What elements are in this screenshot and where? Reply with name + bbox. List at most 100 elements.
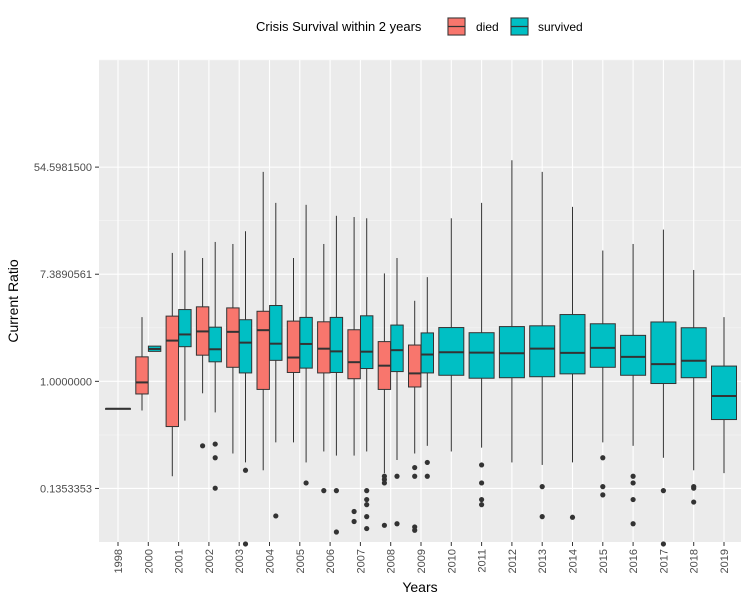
box-survived-2000 <box>147 345 162 352</box>
x-tick-label: 2002 <box>204 549 216 573</box>
outlier-point <box>479 502 485 508</box>
box-survived-2002 <box>208 241 222 491</box>
box-body <box>559 314 586 375</box>
box-survived-2006 <box>329 215 344 535</box>
box-survived-2007 <box>360 218 374 532</box>
x-tick-label: 2015 <box>598 549 610 573</box>
outlier-point <box>569 514 576 520</box>
box-body <box>226 307 240 368</box>
outlier-point <box>303 480 309 486</box>
box-body <box>650 321 677 385</box>
outlier-point <box>333 488 339 494</box>
x-tick-label: 2007 <box>355 549 367 573</box>
box-died-2007 <box>347 217 361 525</box>
box-body <box>135 356 149 395</box>
box-survived-2013 <box>529 171 556 520</box>
x-tick-label: 2006 <box>325 549 337 573</box>
box-survived-2014 <box>559 206 586 520</box>
box-died-1998 <box>105 407 131 410</box>
box-survived-2019 <box>711 317 737 474</box>
outlier-point <box>364 488 370 494</box>
outlier-point <box>364 514 370 520</box>
box-died-2002 <box>195 258 210 449</box>
outlier-point <box>394 473 400 479</box>
box-body <box>529 325 556 378</box>
outlier-point <box>539 514 545 520</box>
box-body <box>360 315 374 370</box>
box-survived-2001 <box>178 250 192 421</box>
box-body <box>408 344 422 388</box>
box-survived-2018 <box>680 269 707 505</box>
box-survived-2003 <box>238 231 253 547</box>
box-body <box>299 316 313 369</box>
outlier-point <box>381 522 387 528</box>
outlier-point <box>242 541 249 547</box>
outlier-point <box>321 488 327 494</box>
y-tick-label: 54.5981500 <box>34 162 92 174</box>
box-survived-2011 <box>468 202 495 508</box>
outlier-point <box>200 443 206 449</box>
outlier-point <box>394 521 400 527</box>
outlier-point <box>412 464 418 471</box>
outlier-point <box>479 496 485 503</box>
y-axis: 54.5981500 7.3890561 1.0000000 0.1353353 <box>34 162 99 495</box>
outlier-point <box>424 459 430 466</box>
plot-panel <box>99 60 741 542</box>
outlier-point <box>412 527 418 533</box>
x-axis-title: Years <box>402 579 437 595</box>
outlier-point <box>381 480 387 486</box>
box-died-2003 <box>226 243 240 454</box>
outlier-point <box>333 529 339 535</box>
y-tick-label: 7.3890561 <box>40 269 92 281</box>
outlier-point <box>630 521 636 527</box>
outlier-point <box>412 473 418 479</box>
outlier-point <box>351 508 357 515</box>
x-tick-label: 2016 <box>628 549 640 573</box>
box-body <box>420 332 435 374</box>
box-survived-2005 <box>299 204 313 486</box>
outlier-point <box>479 480 485 486</box>
box-survived-2012 <box>498 160 525 463</box>
x-tick-label: 2011 <box>477 549 489 573</box>
outlier-point <box>424 473 430 479</box>
outlier-point <box>351 518 357 525</box>
outlier-point <box>630 480 636 486</box>
x-tick-label: 2017 <box>658 549 670 573</box>
box-body <box>208 326 222 363</box>
box-body <box>589 323 616 368</box>
outlier-point <box>212 441 218 447</box>
x-tick-label: 2009 <box>416 549 428 573</box>
x-tick-label: 1998 <box>113 549 125 573</box>
outlier-point <box>660 488 667 494</box>
box-body <box>468 332 495 379</box>
outlier-point <box>539 484 545 490</box>
x-tick-label: 2014 <box>568 549 580 573</box>
box-survived-2004 <box>269 202 283 519</box>
x-tick-label: 2012 <box>507 549 519 573</box>
outlier-point <box>479 462 485 468</box>
box-survived-2016 <box>620 243 647 527</box>
box-body <box>680 327 707 379</box>
box-survived-2009 <box>420 277 435 479</box>
outlier-point <box>691 499 697 505</box>
x-tick-label: 2004 <box>265 549 277 573</box>
outlier-point <box>600 455 606 461</box>
box-body <box>286 320 301 373</box>
outlier-point <box>242 467 249 473</box>
legend-label-died: died <box>476 20 499 34</box>
legend-label-survived: survived <box>538 20 583 34</box>
box-survived-2008 <box>390 258 404 527</box>
y-tick-label: 1.0000000 <box>40 376 92 388</box>
box-died-2009 <box>408 300 422 533</box>
y-axis-title: Current Ratio <box>5 259 21 342</box>
box-died-2006 <box>317 243 331 494</box>
outlier-point <box>212 485 218 491</box>
outlier-point <box>212 455 218 461</box>
box-survived-2010 <box>438 218 465 452</box>
boxes <box>105 160 737 547</box>
box-died-2001 <box>165 252 180 477</box>
box-body <box>238 319 253 374</box>
box-survived-2017 <box>650 229 677 547</box>
box-body <box>178 309 192 348</box>
